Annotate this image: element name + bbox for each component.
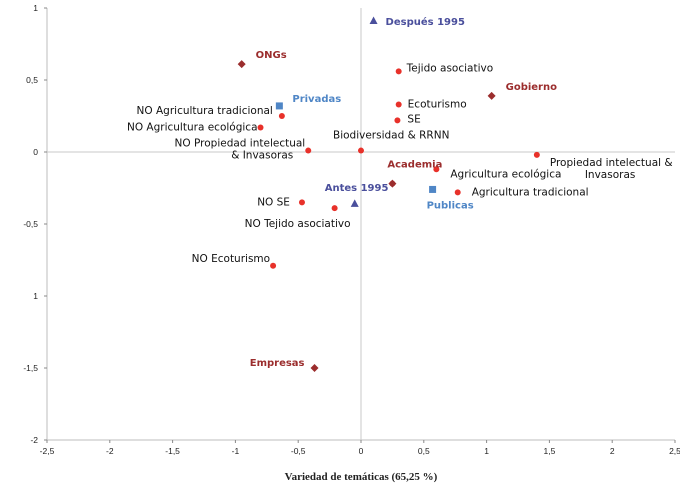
x-axis-title: Variedad de temáticas (65,25 %) bbox=[285, 471, 438, 483]
y-tick-label: 0,5 bbox=[26, 75, 38, 85]
point-label: & Invasoras bbox=[231, 150, 293, 162]
point-label: NO Propiedad intelectual bbox=[175, 138, 306, 150]
y-tick-label: -1,5 bbox=[23, 363, 38, 373]
point-label: NO Agricultura ecológica bbox=[127, 122, 258, 134]
data-point bbox=[298, 199, 305, 206]
point-label: Publicas bbox=[427, 200, 474, 211]
sector-point bbox=[275, 102, 283, 110]
point-label: Propiedad intelectual & bbox=[550, 157, 673, 169]
point-label: Biodiversidad & RRNN bbox=[333, 130, 449, 142]
data-point bbox=[454, 189, 461, 196]
point-label: Antes 1995 bbox=[325, 183, 389, 194]
point-label: Tejido asociativo bbox=[406, 62, 493, 74]
data-point bbox=[433, 166, 440, 173]
y-tick-label: 1 bbox=[33, 291, 38, 301]
point-labels: Tejido asociativo Ecoturismo SE Biodiversid… bbox=[127, 16, 673, 369]
point-label: SE bbox=[407, 113, 420, 125]
x-tick-label: 0 bbox=[359, 446, 364, 456]
actor-point bbox=[487, 91, 496, 100]
point-label: NO SE bbox=[257, 196, 290, 208]
chart-marks bbox=[237, 16, 540, 372]
y-tick-label: -2 bbox=[30, 435, 38, 445]
x-tick-label: -0,5 bbox=[291, 446, 306, 456]
data-point bbox=[533, 151, 540, 158]
point-label: NO Tejido asociativo bbox=[245, 218, 351, 230]
x-tick-label: 2,5 bbox=[669, 446, 680, 456]
point-label: Después 1995 bbox=[386, 16, 465, 28]
data-point bbox=[270, 262, 277, 269]
actor-point bbox=[237, 60, 246, 69]
data-point bbox=[395, 68, 402, 75]
x-tick-label: 1 bbox=[484, 446, 489, 456]
data-point bbox=[394, 117, 401, 124]
period-point bbox=[369, 16, 378, 24]
point-label: NO Ecoturismo bbox=[192, 253, 270, 265]
point-label: Academia bbox=[387, 160, 442, 171]
sector-point bbox=[429, 185, 437, 193]
data-point bbox=[395, 101, 402, 108]
data-point bbox=[257, 124, 264, 131]
point-label: Agricultura tradicional bbox=[472, 186, 589, 198]
point-label: ONGs bbox=[256, 50, 287, 61]
x-tick-label: -2,5 bbox=[40, 446, 55, 456]
x-tick-label: -1 bbox=[232, 446, 240, 456]
actor-point bbox=[388, 179, 397, 188]
point-label: Privadas bbox=[292, 94, 341, 105]
x-tick-label: -2 bbox=[106, 446, 114, 456]
x-tick-label: 1,5 bbox=[543, 446, 555, 456]
data-point bbox=[278, 113, 285, 119]
period-point bbox=[350, 199, 359, 207]
point-label: NO Agricultura tradicional bbox=[137, 105, 273, 117]
axes: -2,5 -2 -1,5 -1 -0,5 0 0,5 1 1,5 2 2,510,50-0,51-1… bbox=[23, 3, 680, 456]
point-label: Ecoturismo bbox=[408, 98, 467, 110]
x-tick-label: 2 bbox=[610, 446, 615, 456]
actor-point bbox=[310, 364, 319, 372]
x-tick-label: 0,5 bbox=[418, 446, 430, 456]
data-point bbox=[331, 205, 338, 212]
y-tick-label: -0,5 bbox=[23, 219, 38, 229]
data-point bbox=[358, 147, 364, 154]
data-point bbox=[305, 147, 312, 154]
point-label: Agricultura ecológica bbox=[450, 168, 561, 180]
y-tick-label: 1 bbox=[33, 3, 38, 13]
point-label: Gobierno bbox=[506, 82, 557, 93]
point-label: Invasoras bbox=[585, 169, 636, 181]
point-label: Empresas bbox=[250, 358, 305, 369]
x-tick-label: -1,5 bbox=[165, 446, 180, 456]
y-tick-label: 0 bbox=[33, 147, 38, 157]
